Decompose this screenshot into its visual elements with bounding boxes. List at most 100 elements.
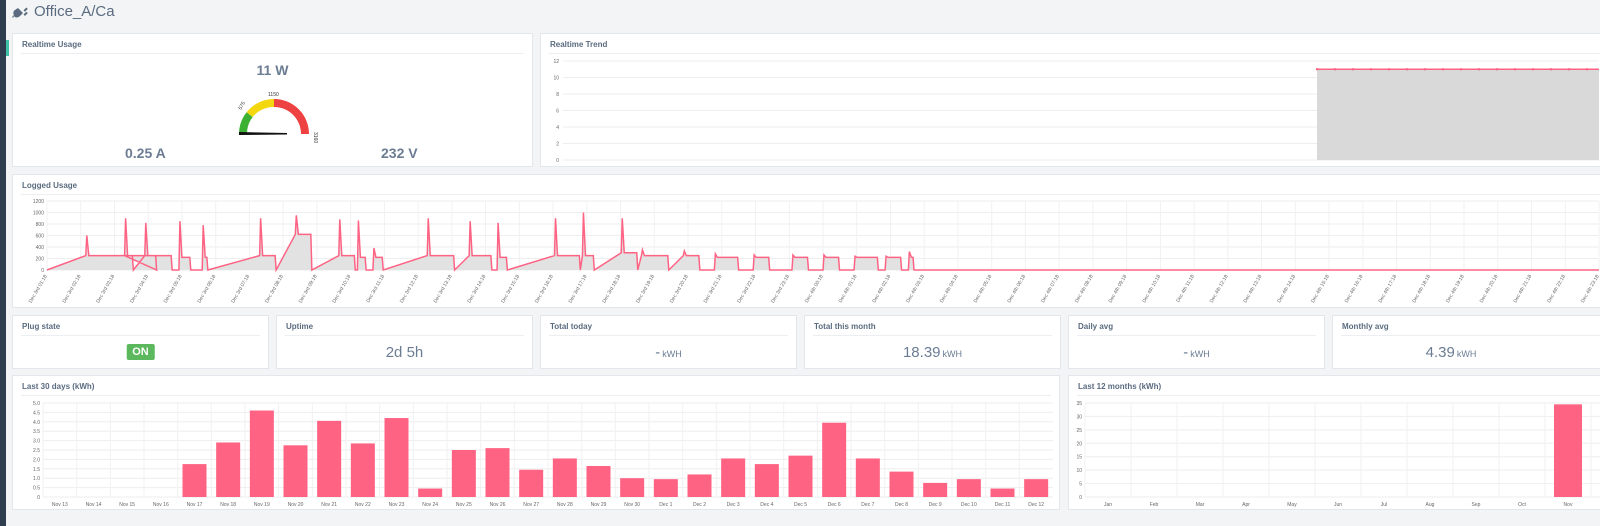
- day-bar: [721, 458, 746, 497]
- x-tick-label: Dec 4th 20:18: [1479, 274, 1500, 304]
- x-tick-label: Dec 10: [961, 502, 977, 508]
- y-tick-label: 25: [1076, 428, 1082, 434]
- x-tick-label: Dec 3rd 04:18: [129, 274, 150, 304]
- x-tick-label: Dec 3rd 13:18: [433, 274, 454, 304]
- y-tick-label: 600: [36, 234, 45, 240]
- x-tick-label: Feb: [1150, 502, 1159, 508]
- x-tick-label: Dec 3rd 01:18: [28, 274, 49, 304]
- x-tick-label: Nov 25: [456, 502, 472, 508]
- day-bar: [350, 443, 375, 497]
- total-month-card: Total this month 18.39 kWH: [804, 315, 1061, 369]
- x-tick-label: Dec 3rd 19:18: [635, 274, 656, 304]
- divider: [1077, 335, 1316, 336]
- x-tick-label: Dec 3rd 12:18: [399, 274, 420, 304]
- total-today-value: - kWH: [541, 344, 796, 362]
- voltage-readout: 232 V: [381, 145, 418, 161]
- uptime-title: Uptime: [286, 322, 314, 331]
- y-tick-label: 4: [556, 125, 559, 131]
- x-tick-label: Dec 4th 04:18: [939, 274, 960, 304]
- y-tick-label: 10: [1076, 468, 1082, 474]
- x-tick-label: Nov 24: [422, 502, 438, 508]
- day-bar: [586, 465, 611, 497]
- day-bar: [485, 448, 510, 497]
- x-tick-label: Nov: [1564, 502, 1573, 508]
- logged-usage-panel: Logged Usage 0 200 400 600 800 1000 1200 Dec 3r…: [12, 174, 1600, 308]
- divider: [1341, 335, 1600, 336]
- x-tick-label: Dec 4th 16:18: [1344, 274, 1365, 304]
- y-tick-label: 2.0: [33, 457, 40, 463]
- day-bar: [283, 445, 308, 497]
- day-bar: [653, 479, 678, 497]
- x-tick-label: Dec 3rd 15:18: [500, 274, 521, 304]
- trend-area: [1317, 69, 1599, 160]
- y-tick-label: 1.5: [33, 467, 40, 473]
- x-tick-label: Nov 30: [624, 502, 640, 508]
- y-tick-label: 8: [556, 92, 559, 98]
- total-month-unit: kWH: [942, 349, 963, 359]
- trend-point: [1351, 68, 1355, 71]
- plug-state-badge[interactable]: ON: [126, 344, 155, 360]
- x-tick-label: Dec 4th 12:18: [1209, 274, 1230, 304]
- x-tick-label: Nov 29: [591, 502, 607, 508]
- x-tick-label: Dec 4th 14:18: [1276, 274, 1297, 304]
- x-tick-label: Dec 4th 09:18: [1108, 274, 1129, 304]
- y-tick-label: 2: [556, 142, 559, 148]
- day-bar: [956, 479, 981, 497]
- y-tick-label: 3.0: [33, 439, 40, 445]
- x-tick-label: Dec 3rd 03:18: [95, 274, 116, 304]
- x-tick-label: Aug: [1426, 502, 1435, 508]
- realtime-trend-title: Realtime Trend: [550, 40, 608, 49]
- x-tick-label: Dec 3rd 21:18: [703, 274, 724, 304]
- realtime-trend-panel: Realtime Trend 0 2 4 6 8 10 12: [540, 33, 1600, 167]
- x-tick-label: Nov 15: [119, 502, 135, 508]
- current-readout: 0.25 A: [125, 145, 166, 161]
- x-tick-label: Dec 11: [995, 502, 1011, 508]
- total-today-title: Total today: [550, 322, 593, 331]
- usage-line: [46, 212, 1599, 273]
- y-tick-label: 35: [1076, 401, 1082, 407]
- y-tick-label: 400: [36, 245, 45, 251]
- x-tick-label: Dec 4th 02:18: [871, 274, 892, 304]
- y-tick-label: 15: [1076, 455, 1082, 461]
- y-tick-label: 0: [41, 268, 44, 274]
- x-tick-label: Dec 4th 13:18: [1243, 274, 1264, 304]
- x-tick-label: Dec 4th 23:18: [1580, 274, 1600, 304]
- x-tick-label: Dec 3rd 11:18: [365, 274, 386, 304]
- last-12-months-chart: 0 5 10 15 20 25 30 35 Jan Feb Mar Apr May Jun Jul Aug Se…: [1076, 401, 1600, 508]
- x-tick-label: Dec 2: [693, 502, 706, 508]
- last-30-days-title: Last 30 days (kWh): [22, 382, 95, 391]
- daily-avg-title: Daily avg: [1078, 322, 1114, 331]
- daily-avg-unit: kWH: [1190, 349, 1210, 359]
- x-tick-label: Dec 4th 21:18: [1512, 274, 1533, 304]
- trend-point: [1387, 68, 1391, 71]
- sidebar-active-indicator: [6, 40, 9, 56]
- x-tick-label: Dec 4th 22:18: [1546, 274, 1567, 304]
- x-tick-label: Dec 5: [794, 502, 807, 508]
- sidebar: [0, 0, 6, 526]
- divider: [549, 335, 788, 336]
- x-tick-label: Nov 20: [288, 502, 304, 508]
- x-tick-label: Dec 3rd 06:18: [197, 274, 218, 304]
- divider: [21, 194, 1600, 195]
- last-30-days-panel: Last 30 days (kWh) 0 0.5 1.0 1.5 2.0 2.5 3.0 3.…: [12, 375, 1060, 510]
- y-tick-label: 4.5: [33, 410, 40, 416]
- y-tick-label: 0.5: [33, 486, 40, 492]
- total-month-title: Total this month: [814, 322, 876, 331]
- divider: [285, 335, 524, 336]
- total-today-card: Total today - kWH: [540, 315, 797, 369]
- day-bar: [889, 471, 914, 497]
- x-tick-label: Dec 3rd 16:18: [534, 274, 555, 304]
- x-tick-label: Dec 3rd 05:18: [163, 274, 184, 304]
- plug-icon: [12, 7, 28, 18]
- x-tick-label: Dec 4th 00:18: [804, 274, 825, 304]
- divider: [1077, 395, 1600, 396]
- trend-point: [1459, 68, 1463, 71]
- x-tick-label: Dec 3rd 08:18: [264, 274, 285, 304]
- day-bar: [923, 482, 948, 497]
- last-30-days-chart: 0 0.5 1.0 1.5 2.0 2.5 3.0 3.5 4.0 4.5 5.0 Nov 13 Nov…: [33, 401, 1053, 508]
- y-tick-label: 20: [1076, 441, 1082, 447]
- last-12-months-title: Last 12 months (kWh): [1078, 382, 1162, 391]
- divider: [21, 53, 524, 54]
- x-tick-label: Dec 4th 15:18: [1310, 274, 1331, 304]
- divider: [549, 53, 1600, 54]
